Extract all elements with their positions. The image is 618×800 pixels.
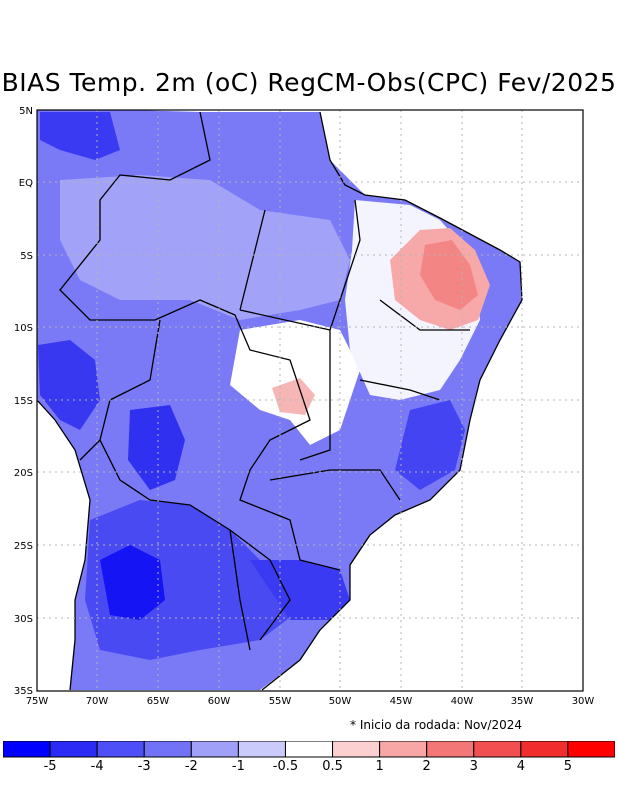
cold-region-west bbox=[38, 340, 100, 430]
x-tick-label: 40W bbox=[451, 696, 474, 707]
colorbar-label: 1 bbox=[375, 759, 384, 774]
colorbar-swatch bbox=[96, 741, 145, 758]
x-tick-label: 70W bbox=[86, 696, 109, 707]
colorbar-swatch bbox=[520, 741, 569, 758]
colorbar-label: -4 bbox=[90, 759, 104, 774]
colorbar-swatch bbox=[284, 741, 334, 758]
brazil-border bbox=[59, 111, 341, 571]
y-tick-label: 25S bbox=[14, 541, 33, 552]
colorbar-label: -3 bbox=[137, 759, 151, 774]
y-tick-label: EQ bbox=[19, 178, 33, 189]
x-tick-label: 30W bbox=[572, 696, 595, 707]
warm-region-ne-core bbox=[420, 240, 478, 310]
colorbar-label: 0.5 bbox=[322, 759, 343, 774]
x-tick-label: 65W bbox=[147, 696, 170, 707]
y-tick-label: 20S bbox=[14, 468, 33, 479]
colorbar-label: 5 bbox=[563, 759, 573, 774]
colorbar-swatch bbox=[332, 741, 381, 758]
colorbar-label: 4 bbox=[516, 759, 525, 774]
colorbar-swatch bbox=[379, 741, 428, 758]
x-tick-label: 35W bbox=[511, 696, 534, 707]
colorbar-swatch bbox=[49, 741, 98, 758]
y-tick-label: 35S bbox=[14, 686, 33, 697]
colorbar-label: -2 bbox=[184, 759, 198, 774]
cold-region-south-core bbox=[100, 545, 165, 620]
x-tick-label: 50W bbox=[329, 696, 352, 707]
x-tick-label: 60W bbox=[208, 696, 231, 707]
colorbar-swatch bbox=[3, 741, 51, 758]
colorbar-label: -1 bbox=[231, 759, 245, 774]
warm-region-central bbox=[272, 378, 315, 415]
x-tick-label: 45W bbox=[390, 696, 413, 707]
colorbar-swatch bbox=[143, 741, 192, 758]
colorbar-swatch bbox=[190, 741, 239, 758]
map-frame bbox=[36, 109, 584, 692]
coastline-west bbox=[37, 399, 91, 691]
y-tick-label: 5N bbox=[19, 106, 33, 117]
y-tick-label: 30S bbox=[14, 614, 33, 625]
country-borders-south bbox=[79, 319, 291, 651]
x-tick-label: 75W bbox=[26, 696, 49, 707]
coastline bbox=[261, 111, 523, 691]
chart-title: BIAS Temp. 2m (oC) RegCM-Obs(CPC) Fev/20… bbox=[1, 68, 617, 97]
y-tick-label: 15S bbox=[14, 396, 33, 407]
colorbar-label: 3 bbox=[469, 759, 478, 774]
cold-region-coast bbox=[250, 560, 350, 620]
x-tick-label: 55W bbox=[269, 696, 292, 707]
colorbar-label: -0.5 bbox=[272, 759, 299, 774]
colorbar-label: 2 bbox=[422, 759, 431, 774]
colorbar bbox=[3, 741, 615, 758]
run-start-note: * Inicio da rodada: Nov/2024 bbox=[350, 718, 522, 732]
cold-region-center bbox=[128, 405, 185, 490]
colorbar-swatch bbox=[237, 741, 286, 758]
y-tick-label: 5S bbox=[20, 251, 33, 262]
colorbar-swatch bbox=[426, 741, 475, 758]
colorbar-swatch bbox=[473, 741, 522, 758]
cold-region-nw bbox=[40, 112, 120, 160]
y-tick-label: 10S bbox=[14, 323, 33, 334]
cold-region-se bbox=[395, 400, 465, 490]
colorbar-swatch bbox=[567, 741, 615, 758]
cold-region-south bbox=[85, 500, 300, 660]
colorbar-label: -5 bbox=[43, 759, 57, 774]
ocean-atlantic bbox=[262, 110, 583, 691]
light-blue-region bbox=[60, 175, 350, 320]
